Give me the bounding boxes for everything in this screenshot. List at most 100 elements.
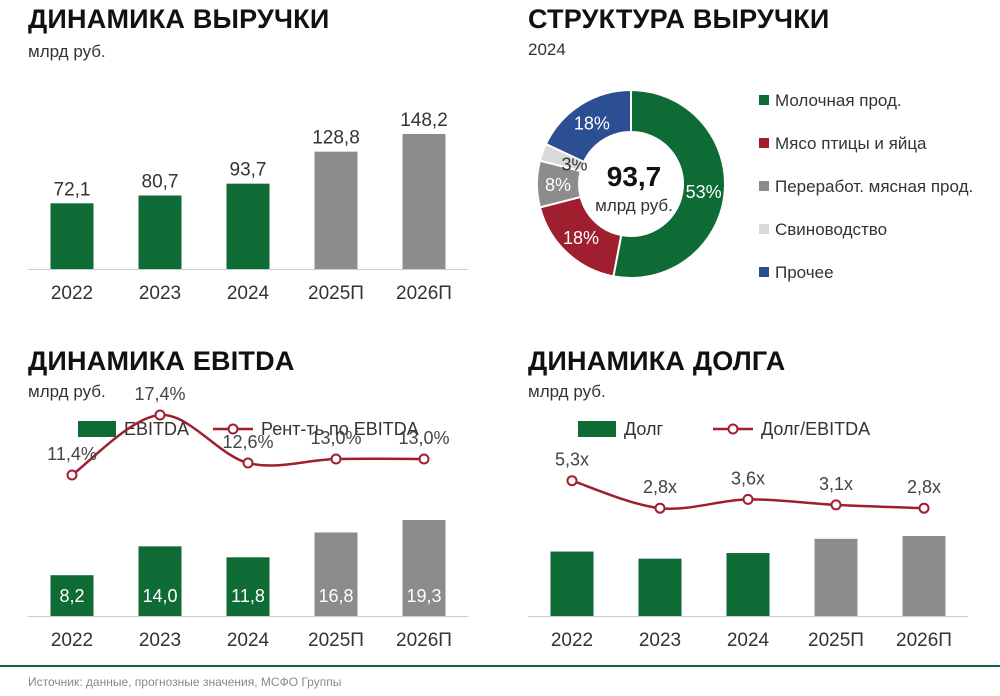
legend-line-label: Долг/EBITDA	[761, 419, 870, 439]
bar-2023	[638, 558, 682, 616]
legend-label-1: Мясо птицы и яйца	[775, 134, 927, 153]
bar-2023	[138, 195, 182, 269]
bar-label-2022: 8,2	[59, 586, 84, 606]
legend-label-0: Молочная прод.	[775, 91, 902, 110]
bar-2026П	[402, 134, 446, 269]
donut-center-unit: млрд руб.	[595, 196, 673, 215]
ebitda-combo-chart: EBITDA Рент-ть по EBITDA 8,2 2022 14,0 2023 11…	[28, 384, 468, 651]
x-tick-2023: 2023	[639, 630, 681, 651]
donut-label-0: 53%	[686, 182, 722, 202]
legend-swatch-2	[759, 181, 769, 191]
legend-bar-swatch	[78, 421, 116, 437]
legend-swatch-1	[759, 138, 769, 148]
line-label-2024: 3,6x	[731, 468, 765, 488]
bar-2024	[726, 553, 770, 616]
legend-line-marker	[227, 423, 239, 435]
ebitda-title: ДИНАМИКА EBITDA	[28, 346, 295, 376]
source-note: Источник: данные, прогнозные значения, М…	[28, 675, 342, 689]
bar-label-2025П: 128,8	[312, 128, 360, 149]
revenue-bar-chart: 72,1 2022 80,7 2023 93,7 2024 128,8 2025П 148,2 2…	[28, 110, 468, 304]
line-label-2023: 2,8x	[643, 477, 677, 497]
line-point-2025П	[330, 453, 342, 465]
donut-center-value: 93,7	[607, 161, 662, 192]
line-point-2022	[66, 469, 78, 481]
line-label-2022: 5,3x	[555, 450, 589, 470]
bar-2022	[550, 551, 594, 616]
legend-swatch-4	[759, 267, 769, 277]
line-point-2025П	[830, 499, 842, 511]
bar-label-2023: 14,0	[142, 586, 177, 606]
legend-line-marker	[727, 423, 739, 435]
x-tick-2023: 2023	[139, 630, 181, 651]
legend-label-2: Переработ. мясная прод.	[775, 177, 973, 196]
legend-bar-label: Долг	[624, 419, 664, 439]
structure-title: СТРУКТУРА ВЫРУЧКИ	[528, 4, 830, 34]
ebitda-subtitle: млрд руб.	[28, 382, 106, 401]
line-point-2024	[242, 457, 254, 469]
donut-slice-4	[544, 88, 632, 164]
x-tick-2026П: 2026П	[396, 283, 452, 304]
revenue-subtitle: млрд руб.	[28, 42, 106, 61]
line-point-2022	[566, 475, 578, 487]
bar-label-2024: 11,8	[231, 586, 265, 606]
donut-label-2: 8%	[545, 175, 571, 195]
x-tick-2024: 2024	[227, 630, 270, 651]
legend-swatch-0	[759, 95, 769, 105]
legend-line-label: Рент-ть по EBITDA	[261, 419, 419, 439]
donut-label-1: 18%	[563, 228, 599, 248]
donut-slice-0	[612, 88, 726, 279]
x-tick-2022: 2022	[551, 630, 593, 651]
x-tick-2025П: 2025П	[808, 630, 864, 651]
bar-label-2022: 72,1	[54, 179, 91, 200]
legend-label-3: Свиноводство	[775, 220, 887, 239]
bar-2023	[138, 546, 182, 616]
x-tick-2026П: 2026П	[896, 630, 952, 651]
line-point-2023	[154, 409, 166, 421]
debt-subtitle: млрд руб.	[528, 382, 606, 401]
bar-2025П	[314, 532, 358, 616]
x-tick-2023: 2023	[139, 283, 181, 304]
line-label-2026П: 2,8x	[907, 477, 941, 497]
bar-2025П	[814, 538, 858, 616]
x-tick-2022: 2022	[51, 283, 93, 304]
x-tick-2026П: 2026П	[396, 630, 452, 651]
line-label-2025П: 3,1x	[819, 474, 853, 494]
bar-2026П	[402, 520, 446, 616]
bar-2024	[226, 557, 270, 616]
x-tick-2025П: 2025П	[308, 630, 364, 651]
legend-bar-swatch	[578, 421, 616, 437]
line-label-2022: 11,4%	[47, 444, 97, 464]
line-label-2025П: 13,0%	[310, 428, 361, 448]
bottom-divider	[0, 665, 1000, 667]
x-tick-2025П: 2025П	[308, 283, 364, 304]
legend-swatch-3	[759, 224, 769, 234]
legend-bar-label: EBITDA	[124, 419, 189, 439]
legend-label-4: Прочее	[775, 263, 834, 282]
structure-subtitle: 2024	[528, 40, 566, 59]
revenue-title: ДИНАМИКА ВЫРУЧКИ	[28, 4, 330, 34]
bar-2024	[226, 183, 270, 269]
line-point-2024	[742, 493, 754, 505]
bar-2025П	[314, 151, 358, 269]
bar-label-2026П: 148,2	[400, 110, 448, 131]
donut-label-4: 18%	[574, 113, 610, 133]
bar-2022	[50, 203, 94, 269]
line-point-2026П	[918, 502, 930, 514]
bar-label-2023: 80,7	[142, 171, 179, 192]
bar-2026П	[902, 536, 946, 616]
x-tick-2022: 2022	[51, 630, 93, 651]
line-label-2024: 12,6%	[222, 432, 273, 452]
x-tick-2024: 2024	[227, 283, 270, 304]
bar-2022	[50, 575, 94, 616]
bar-label-2025П: 16,8	[318, 586, 353, 606]
line-point-2023	[654, 502, 666, 514]
x-tick-2024: 2024	[727, 630, 770, 651]
bar-label-2026П: 19,3	[406, 586, 441, 606]
line-label-2023: 17,4%	[134, 384, 185, 404]
bar-label-2024: 93,7	[230, 160, 267, 181]
debt-title: ДИНАМИКА ДОЛГА	[528, 346, 786, 376]
debt-combo-chart: Долг Долг/EBITDA 2022 2023 2024 2025П 2026П 5,3…	[528, 419, 968, 651]
line-point-2026П	[418, 453, 430, 465]
line-label-2026П: 13,0%	[398, 428, 449, 448]
